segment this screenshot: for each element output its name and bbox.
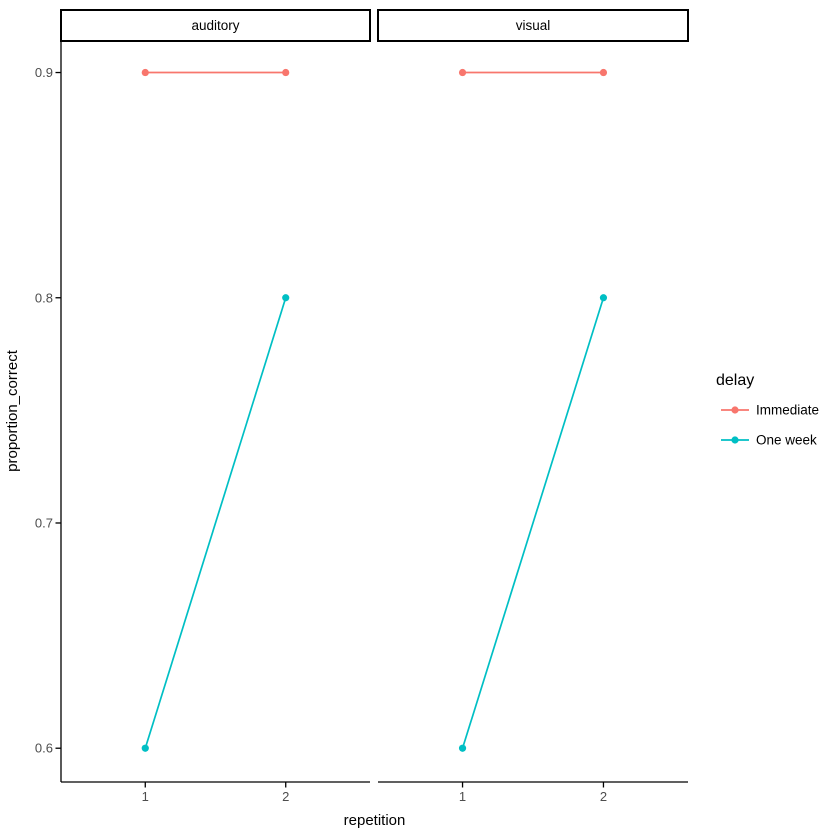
data-point-immediate xyxy=(458,68,467,77)
legend-title: delay xyxy=(716,372,754,389)
chart-generated: auditory 1 2 visual 1 2 0.6 0.7 0.8 0.9 Immediate O… xyxy=(35,9,819,804)
y-tick-label: 0.9 xyxy=(35,65,53,80)
data-point-immediate xyxy=(141,68,149,77)
x-tick-label: 2 xyxy=(282,789,289,804)
legend-key-point xyxy=(731,406,739,414)
data-point-one-week xyxy=(458,744,467,752)
y-tick-label: 0.8 xyxy=(35,290,53,305)
data-point-one-week xyxy=(282,294,290,302)
x-tick-label: 1 xyxy=(459,789,466,804)
data-point-immediate xyxy=(599,68,608,77)
legend-item-label: One week xyxy=(756,433,817,448)
legend-key-point xyxy=(731,436,739,444)
series-line-one-week xyxy=(144,297,287,749)
facet-strip xyxy=(60,9,371,42)
facet-strip-label: auditory xyxy=(191,18,239,33)
x-axis-title: repetition xyxy=(344,812,406,829)
y-tick-label: 0.6 xyxy=(35,741,53,756)
y-tick-label: 0.7 xyxy=(35,515,53,530)
facet-strip-label: visual xyxy=(516,18,551,33)
series-line-one-week xyxy=(461,297,605,749)
facet-strip xyxy=(377,9,689,42)
y-axis-title: proportion_correct xyxy=(4,349,21,472)
data-point-immediate xyxy=(282,68,290,77)
data-point-one-week xyxy=(141,744,149,752)
legend-item-label: Immediate xyxy=(756,403,819,418)
x-tick-label: 1 xyxy=(142,789,149,804)
data-point-one-week xyxy=(599,294,608,302)
x-tick-label: 2 xyxy=(600,789,607,804)
